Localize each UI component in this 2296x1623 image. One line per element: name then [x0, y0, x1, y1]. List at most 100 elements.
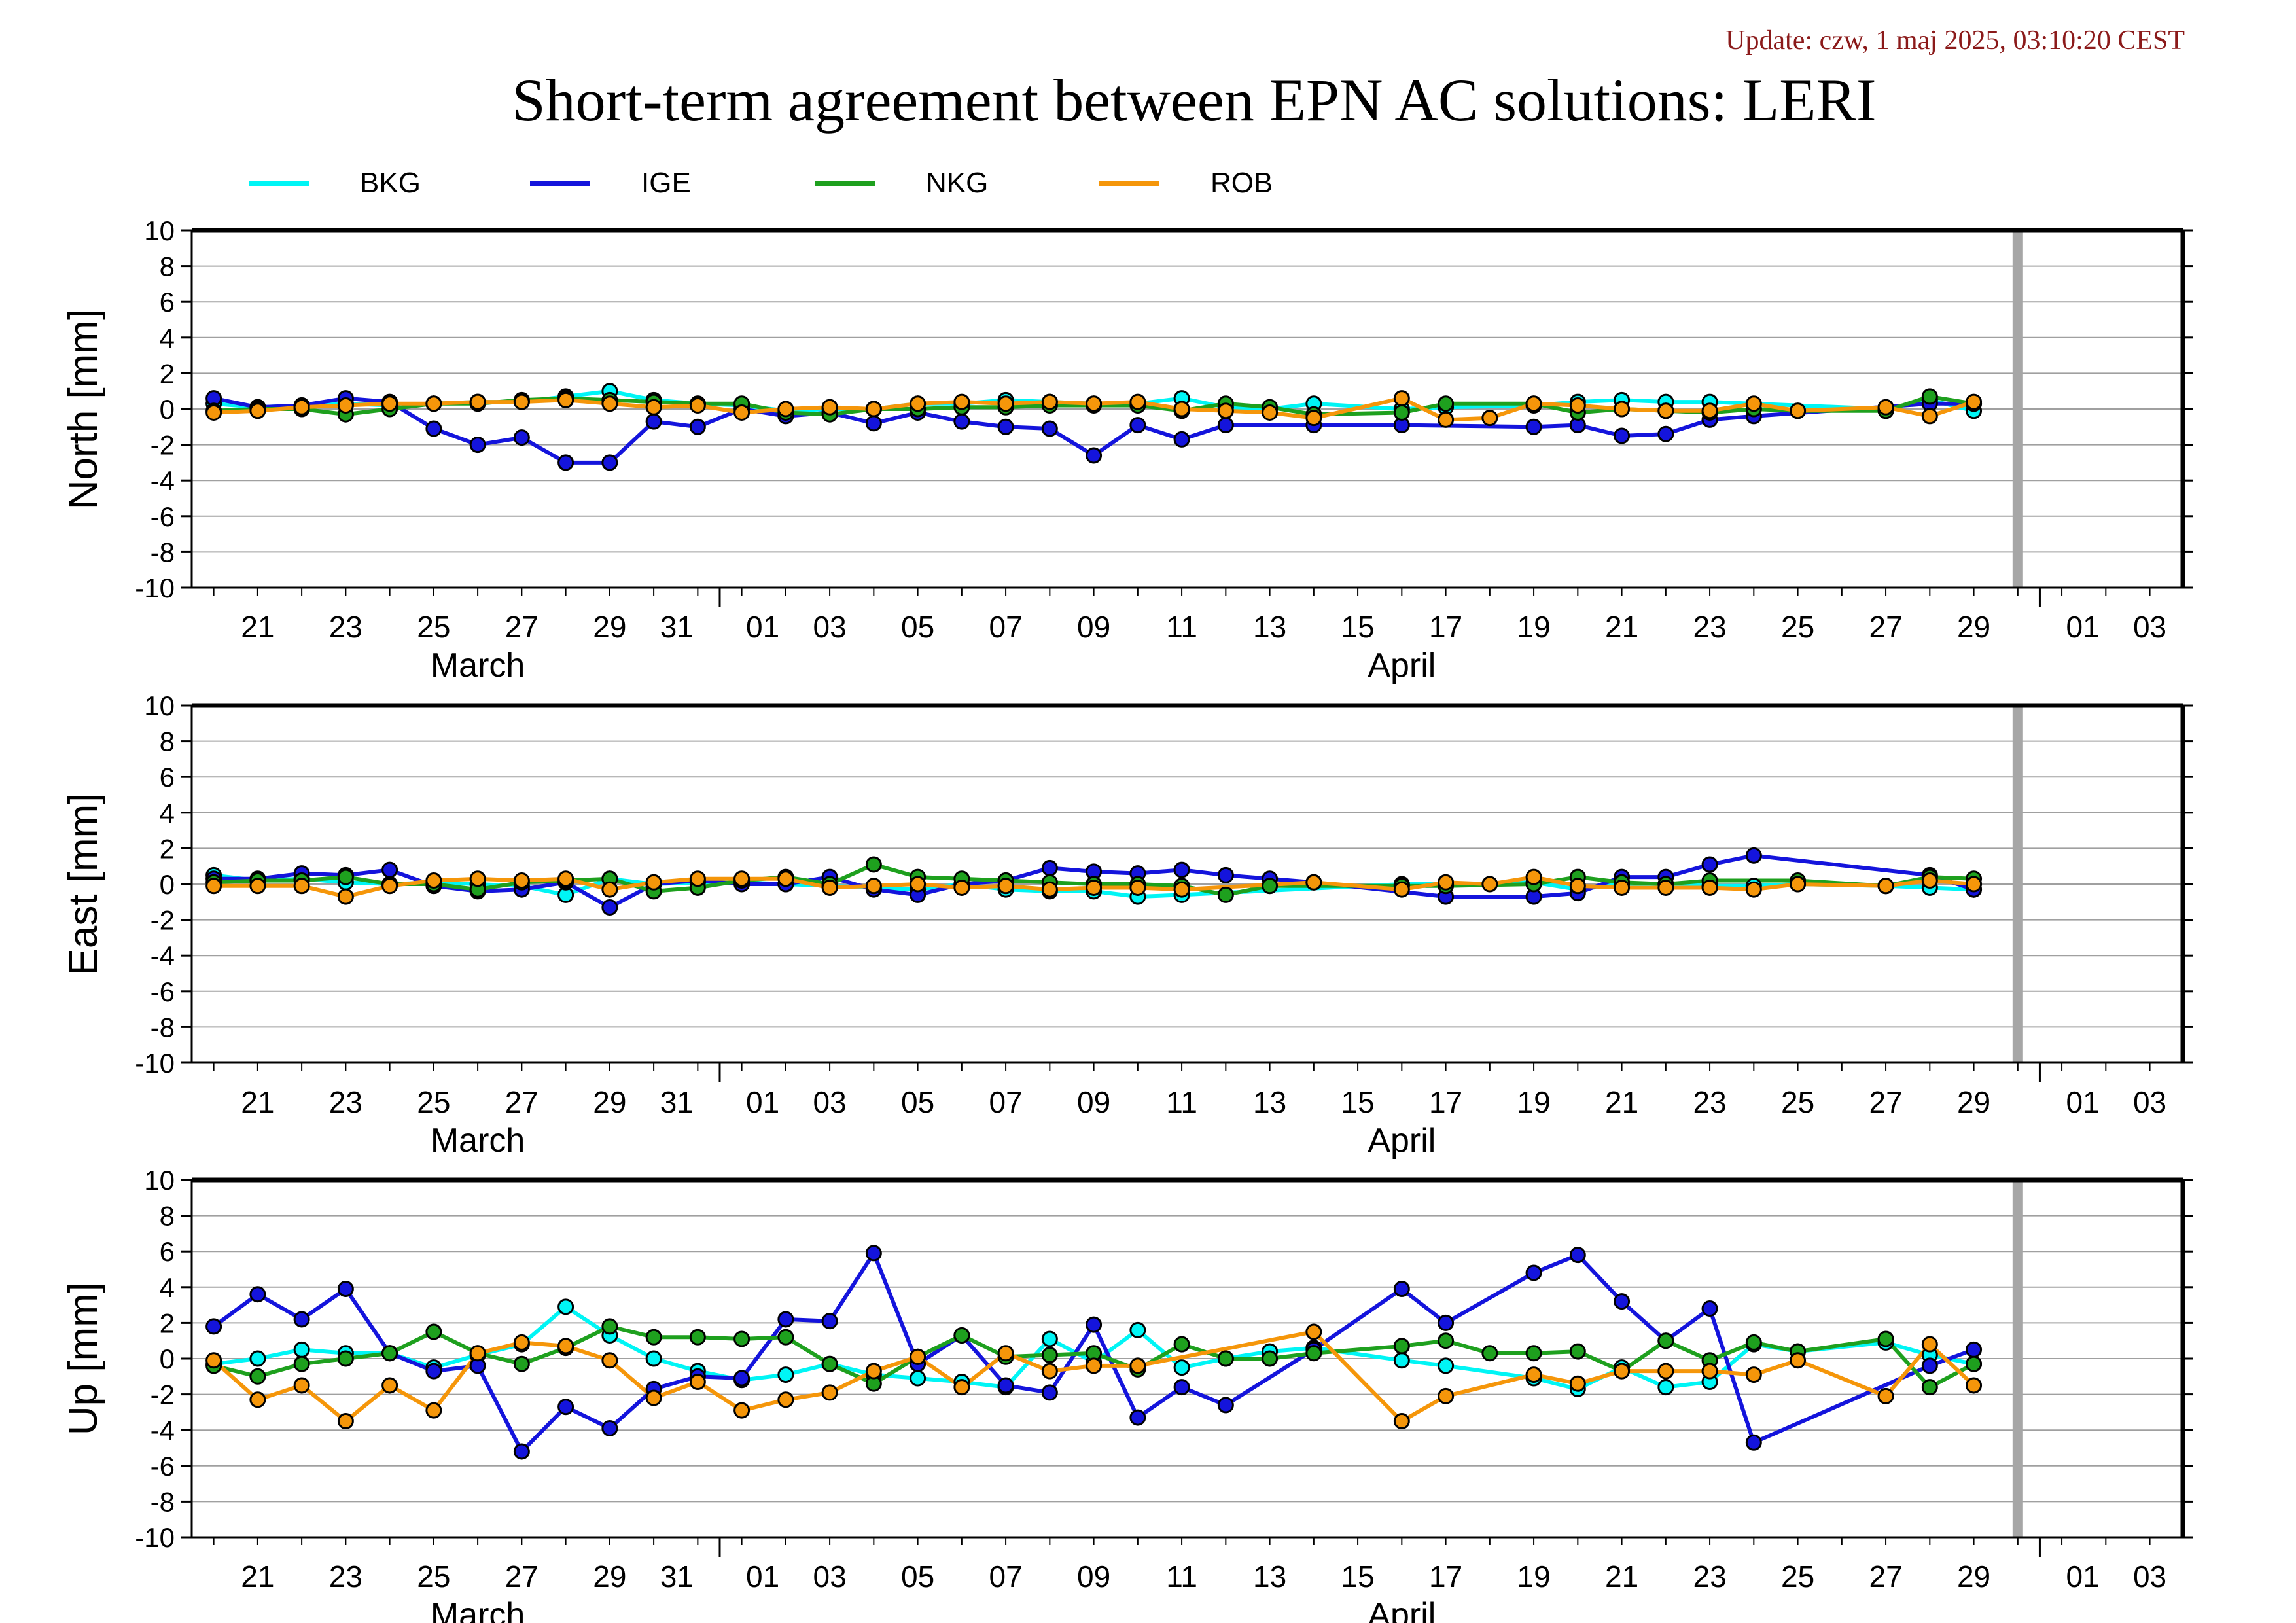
data-point-ige	[1701, 1300, 1718, 1317]
panel-3: 10 8 6 4 2 0 -2 -4 -6 -8 -10 21 23 25 27 29 31 01 03 05 07 09…	[61, 1165, 2193, 1623]
x-day-label: 27	[505, 1085, 539, 1119]
data-point-nkg	[1393, 1338, 1410, 1355]
data-point-nkg	[865, 856, 882, 873]
data-point-ige	[205, 1318, 222, 1335]
x-day-label: 19	[1517, 1085, 1550, 1119]
data-point-rob	[1701, 402, 1718, 419]
data-point-rob	[1745, 881, 1762, 898]
x-day-label: 01	[2066, 1560, 2099, 1594]
data-point-ige	[1217, 866, 1234, 883]
data-point-ige	[381, 861, 398, 878]
data-point-rob	[997, 878, 1014, 895]
data-point-rob	[1614, 1363, 1631, 1380]
data-point-rob	[425, 872, 442, 889]
data-point-nkg	[1921, 1379, 1938, 1396]
x-day-label: 09	[1077, 1560, 1110, 1594]
data-point-bkg	[777, 1366, 794, 1383]
current-date-marker	[2012, 230, 2023, 588]
data-point-rob	[1086, 1357, 1103, 1374]
data-point-rob	[1086, 395, 1103, 412]
data-point-rob	[601, 1352, 618, 1369]
data-point-rob	[513, 872, 530, 889]
data-point-rob	[205, 404, 222, 421]
data-point-rob	[249, 402, 266, 419]
data-point-ige	[645, 413, 662, 430]
x-day-label: 21	[241, 1085, 274, 1119]
y-tick-label: -4	[150, 465, 175, 496]
y-tick-label: 2	[160, 833, 175, 864]
x-day-label: 27	[505, 1560, 539, 1594]
x-day-label: 31	[660, 1085, 694, 1119]
data-point-rob	[821, 879, 838, 896]
data-point-rob	[469, 393, 486, 410]
series-line-ige	[213, 396, 1974, 465]
data-point-nkg	[1966, 1355, 1983, 1372]
x-day-label: 23	[329, 1560, 362, 1594]
x-month-label: April	[1368, 1122, 1436, 1160]
data-point-rob	[1438, 874, 1455, 891]
y-tick-label: -10	[135, 1048, 175, 1079]
x-day-label: 29	[593, 1560, 626, 1594]
data-point-rob	[645, 874, 662, 891]
data-point-rob	[953, 393, 970, 410]
data-point-nkg	[1262, 878, 1279, 895]
data-point-rob	[689, 397, 706, 414]
x-day-label: 29	[1957, 1560, 1990, 1594]
x-day-label: 09	[1077, 610, 1110, 644]
x-day-label: 27	[1869, 1085, 1902, 1119]
x-day-label: 21	[241, 1560, 274, 1594]
data-point-ige	[469, 437, 486, 454]
legend: BKG IGE NKG ROB	[0, 164, 2296, 203]
data-point-rob	[513, 393, 530, 410]
data-point-ige	[997, 418, 1014, 435]
data-point-ige	[997, 1377, 1014, 1394]
data-point-ige	[1217, 417, 1234, 434]
y-tick-label: -2	[150, 905, 175, 936]
data-point-rob	[1041, 1363, 1058, 1380]
x-day-label: 25	[417, 610, 450, 644]
x-day-label: 17	[1429, 1085, 1462, 1119]
data-point-nkg	[821, 1355, 838, 1372]
data-point-ige	[1086, 447, 1103, 464]
x-day-label: 05	[901, 1560, 934, 1594]
data-point-rob	[1701, 1363, 1718, 1380]
data-point-rob	[1173, 881, 1190, 898]
x-day-label: 25	[417, 1085, 450, 1119]
data-point-ige	[689, 418, 706, 435]
x-day-label: 07	[989, 610, 1023, 644]
data-point-nkg	[733, 1330, 751, 1347]
chart-title: Short-term agreement between EPN AC solu…	[512, 67, 1877, 134]
x-day-label: 31	[660, 610, 694, 644]
data-point-ige	[821, 1313, 838, 1330]
data-point-bkg	[910, 1370, 927, 1387]
x-day-label: 25	[417, 1560, 450, 1594]
x-day-label: 19	[1517, 1560, 1550, 1594]
x-day-label: 25	[1781, 610, 1814, 644]
data-point-nkg	[1481, 1345, 1498, 1362]
data-point-nkg	[1877, 1330, 1894, 1347]
data-point-ige	[601, 1419, 618, 1436]
data-point-rob	[337, 397, 354, 414]
data-point-rob	[337, 888, 354, 905]
data-point-ige	[1086, 1316, 1103, 1333]
x-day-label: 23	[1693, 1085, 1726, 1119]
data-point-nkg	[1921, 388, 1938, 405]
data-point-bkg	[1438, 1357, 1455, 1374]
data-point-rob	[1921, 872, 1938, 889]
x-day-label: 17	[1429, 610, 1462, 644]
data-point-rob	[910, 395, 927, 412]
legend-swatch-bkg	[249, 181, 309, 186]
data-point-rob	[1569, 1375, 1586, 1392]
y-tick-label: -10	[135, 1522, 175, 1553]
x-day-label: 07	[989, 1085, 1023, 1119]
data-point-rob	[910, 1348, 927, 1365]
legend-label-ige: IGE	[641, 167, 691, 199]
data-point-bkg	[1129, 1321, 1146, 1338]
x-day-label: 29	[1957, 610, 1990, 644]
data-point-rob	[733, 870, 751, 887]
x-day-label: 11	[1166, 1560, 1197, 1594]
data-point-bkg	[557, 1298, 574, 1315]
data-point-nkg	[381, 1345, 398, 1362]
y-tick-label: 4	[160, 1272, 175, 1303]
data-point-ige	[1129, 417, 1146, 434]
